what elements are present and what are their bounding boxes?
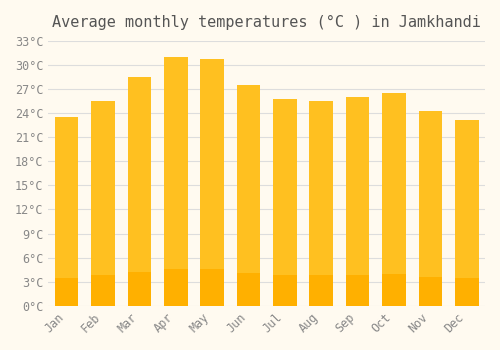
Bar [236, 85, 260, 306]
Bar [455, 120, 478, 306]
Bar [310, 101, 333, 306]
Bar [346, 97, 370, 306]
Bar [128, 77, 151, 306]
Bar [91, 275, 115, 306]
Bar [91, 101, 115, 306]
Bar [382, 93, 406, 306]
Bar [164, 57, 188, 306]
Bar [273, 275, 296, 306]
Bar [418, 276, 442, 306]
Title: Average monthly temperatures (°C ) in Jamkhandi: Average monthly temperatures (°C ) in Ja… [52, 15, 481, 30]
Bar [310, 275, 333, 306]
Bar [200, 269, 224, 306]
Bar [382, 274, 406, 306]
Bar [200, 58, 224, 306]
Bar [236, 273, 260, 306]
Bar [164, 268, 188, 306]
Bar [418, 111, 442, 306]
Bar [54, 278, 78, 306]
Bar [128, 272, 151, 306]
Bar [455, 278, 478, 306]
Bar [346, 274, 370, 306]
Bar [273, 99, 296, 306]
Bar [54, 117, 78, 306]
